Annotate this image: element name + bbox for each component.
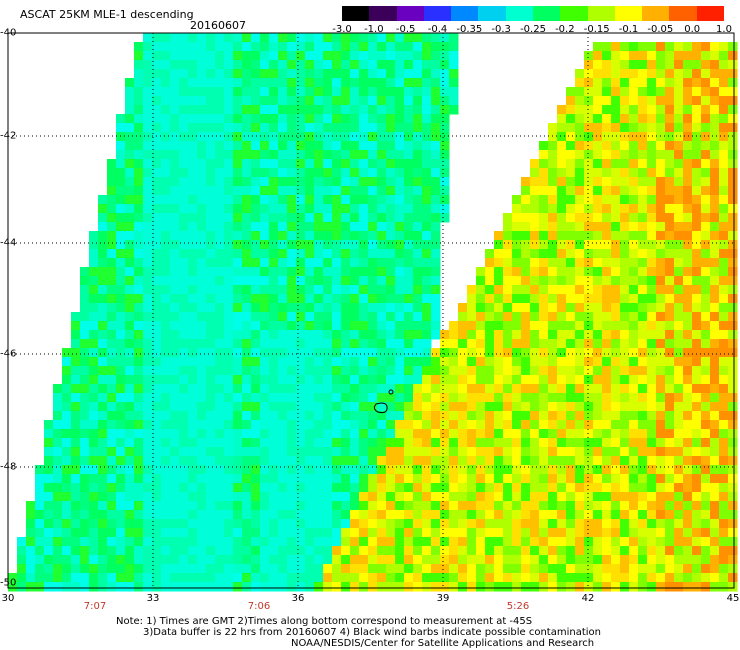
- colorbar-tick: 0.0: [684, 24, 701, 35]
- colorbar: [342, 6, 724, 21]
- colorbar-tick: -0.1: [618, 24, 639, 35]
- colorbar-swatch: [396, 6, 424, 21]
- colorbar-tick: -0.15: [583, 24, 610, 35]
- lon-label: 36: [291, 593, 305, 604]
- product-title: ASCAT 25KM MLE-1 descending: [20, 8, 194, 21]
- lon-label: 33: [146, 593, 160, 604]
- colorbar-ticks: -3.0 -1.0 -0.5 -0.4 -0.35 -0.3 -0.25 -0.2 -0.15-…: [330, 24, 740, 38]
- colorbar-tick: -3.0: [332, 24, 352, 35]
- colorbar-swatch: [696, 6, 724, 21]
- lat-label: -48: [0, 461, 17, 473]
- time-label: 5:26: [506, 601, 530, 612]
- colorbar-swatch: [614, 6, 643, 21]
- colorbar-swatch: [587, 6, 615, 21]
- colorbar-tick: -0.5: [395, 24, 416, 35]
- product-date: 20160607: [190, 19, 246, 32]
- colorbar-swatch: [423, 6, 452, 21]
- note-line-3: NOAA/NESDIS/Center for Satellite Applica…: [291, 638, 595, 649]
- colorbar-tick: -0.2: [555, 24, 575, 35]
- colorbar-tick: -0.3: [491, 24, 511, 35]
- colorbar-tick: -0.25: [520, 24, 546, 35]
- mle-swath-cells: [8, 33, 738, 592]
- time-label: 7:06: [247, 601, 271, 612]
- lat-lon-grid: [8, 33, 734, 588]
- map-frame: [7, 32, 735, 589]
- colorbar-swatch: [369, 6, 397, 21]
- lat-label: -44: [0, 237, 17, 249]
- note-line-1: Note: 1) Times are GMT 2)Times along bot…: [116, 616, 533, 627]
- colorbar-swatch: [669, 6, 697, 21]
- lat-label: -46: [0, 348, 17, 360]
- colorbar-tick: -1.0: [364, 24, 384, 35]
- colorbar-swatch: [642, 6, 670, 21]
- note-line-2: 3)Data buffer is 22 hrs from 20160607 4)…: [143, 627, 601, 638]
- lat-label: -50: [0, 577, 17, 589]
- colorbar-tick: -0.35: [456, 24, 483, 35]
- lat-label: -42: [0, 130, 17, 142]
- lon-label: 39: [436, 593, 450, 604]
- colorbar-swatch: [478, 6, 506, 21]
- colorbar-swatch: [560, 6, 588, 21]
- contamination-mark: [388, 389, 394, 395]
- lat-label: -40: [0, 27, 17, 39]
- lon-label: 30: [1, 593, 15, 604]
- colorbar-swatch: [451, 6, 479, 21]
- contamination-contour: [373, 402, 388, 414]
- colorbar-swatch: [342, 6, 370, 21]
- colorbar-swatch: [532, 6, 561, 21]
- lon-label: 45: [726, 593, 740, 604]
- colorbar-swatch: [505, 6, 533, 21]
- time-label: 7:07: [83, 601, 107, 612]
- lon-label: 42: [581, 593, 595, 604]
- colorbar-tick: -0.4: [427, 24, 448, 35]
- colorbar-tick: 1.0: [716, 24, 732, 35]
- colorbar-tick: -0.05: [647, 24, 674, 35]
